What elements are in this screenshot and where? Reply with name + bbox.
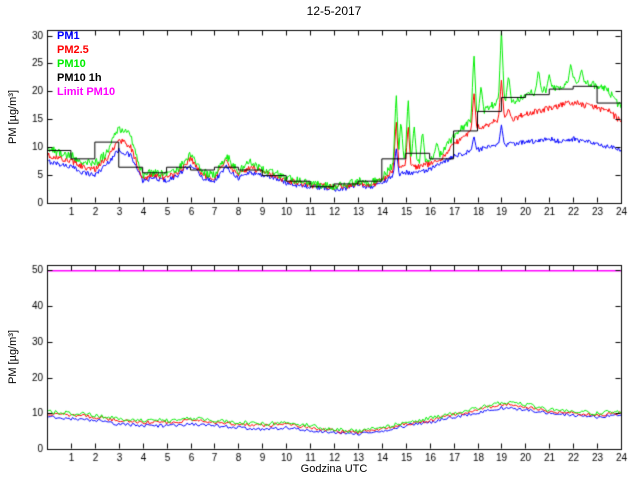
bottom-plot-xlabel: Godzina UTC <box>300 463 368 475</box>
legend-item-limit-pm10: Limit PM10 <box>57 86 116 98</box>
bottom-plot-ylabel: PM [µg/m³] <box>7 329 19 385</box>
legend-item-pm1: PM1 <box>57 30 80 42</box>
legend-item-pm10: PM10 <box>57 58 86 70</box>
legend: PM1 PM2.5 PM10 PM10 1h Limit PM10 <box>57 29 115 99</box>
legend-item-pm10-1h: PM10 1h <box>57 72 102 84</box>
figure-title: 12-5-2017 <box>306 4 362 18</box>
top-plot-ylabel: PM [µg/m³] <box>7 89 19 145</box>
legend-item-pm25: PM2.5 <box>57 44 89 56</box>
